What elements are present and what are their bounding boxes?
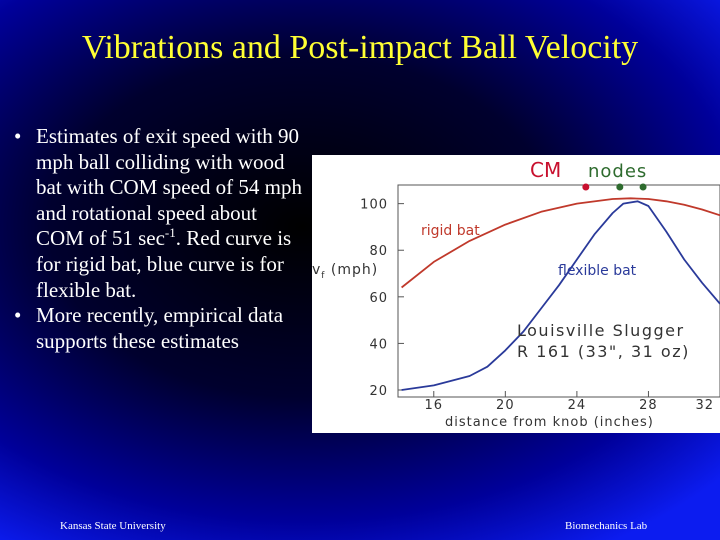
series-label-rigid-bat: rigid bat xyxy=(421,223,480,239)
y-axis-label-unit: (mph) xyxy=(325,262,378,278)
velocity-chart-figure: CM nodes 20 40 60 80 100 16 20 24 28 32 rigid bat… xyxy=(312,155,720,433)
cm-label: CM xyxy=(530,158,561,182)
bat-model-line-1: Louisville Slugger xyxy=(517,321,685,340)
series-line-flexible-bat xyxy=(401,200,720,391)
y-axis-label-v: v xyxy=(312,262,321,278)
bullet-1-text: Estimates of exit speed with 90 mph ball… xyxy=(36,124,302,251)
footer-lab: Biomechanics Lab xyxy=(565,520,648,532)
y-tick-label: 80 xyxy=(369,244,388,259)
y-tick-label: 40 xyxy=(369,337,388,352)
node-marker xyxy=(639,183,647,191)
bullet-1-text-end: . Red curve is for rigid bat, blue curve… xyxy=(36,226,292,302)
series-line-rigid-bat xyxy=(401,197,720,289)
x-tick-label: 24 xyxy=(568,398,587,413)
series-label-flexible-bat: flexible bat xyxy=(558,263,637,279)
y-axis-label: vf (mph) xyxy=(312,262,378,281)
x-tick-label: 20 xyxy=(496,398,515,413)
x-axis-label: distance from knob (inches) xyxy=(445,415,654,430)
x-tick-label: 28 xyxy=(639,398,658,413)
y-tick-label: 60 xyxy=(369,291,388,306)
x-tick-label: 16 xyxy=(425,398,444,413)
slide-title: Vibrations and Post-impact Ball Velocity xyxy=(81,29,639,66)
y-axis-label-sub: f xyxy=(321,271,325,281)
y-tick-label: 100 xyxy=(360,198,388,213)
bat-model-line-2: R 161 (33", 31 oz) xyxy=(517,342,690,361)
bullet-1-superscript: -1 xyxy=(164,225,176,241)
bullet-2-text: More recently, empirical data supports t… xyxy=(36,303,284,353)
nodes-label: nodes xyxy=(588,161,647,182)
bullet-item-2: • More recently, empirical data supports… xyxy=(14,303,309,354)
node-marker xyxy=(616,183,624,191)
bullet-list: • Estimates of exit speed with 90 mph ba… xyxy=(14,124,309,354)
plot-frame xyxy=(397,184,720,398)
velocity-chart: CM nodes 20 40 60 80 100 16 20 24 28 32 rigid bat… xyxy=(312,158,720,430)
x-tick-label: 32 xyxy=(695,398,714,413)
bullet-item-1: • Estimates of exit speed with 90 mph ba… xyxy=(14,124,309,303)
bullet-dot-icon: • xyxy=(14,303,22,328)
bullet-dot-icon: • xyxy=(14,124,22,148)
footer-institution: Kansas State University xyxy=(60,520,166,532)
cm-marker xyxy=(582,183,590,191)
y-tick-label: 20 xyxy=(369,384,388,399)
